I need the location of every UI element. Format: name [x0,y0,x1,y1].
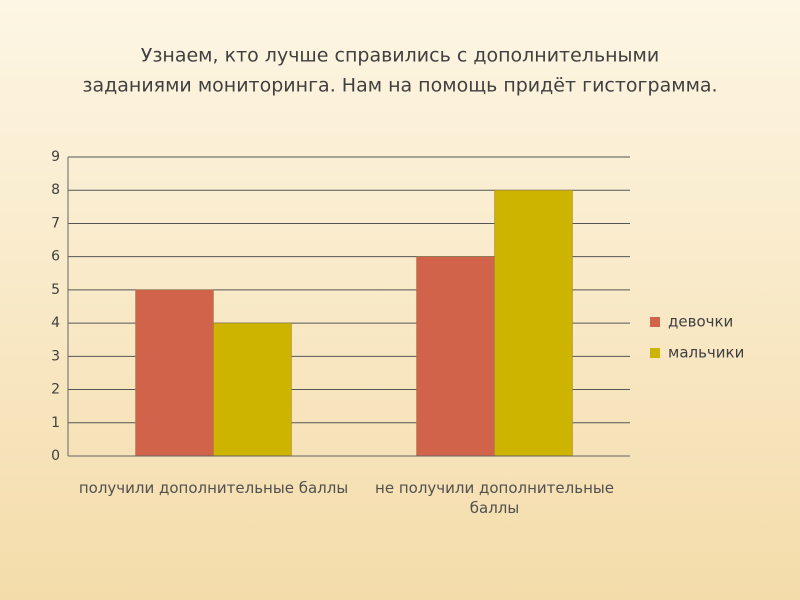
y-tick-label: 4 [51,315,60,331]
y-tick-label: 5 [51,282,60,298]
x-tick-label: не получили дополнительные баллы [375,479,614,517]
bar [135,289,214,457]
y-tick-label: 6 [51,249,60,265]
legend-swatch [650,317,660,327]
y-tick-label: 7 [51,215,60,231]
y-tick-label: 8 [51,182,60,198]
bar [494,189,573,457]
bar [416,256,495,457]
chart-title: Узнаем, кто лучше справились с дополните… [141,45,660,67]
legend-label: мальчики [668,344,744,362]
legend-label: девочки [668,313,733,331]
y-tick-label: 9 [51,149,60,165]
y-tick-label: 2 [51,382,60,398]
bar [213,322,292,457]
y-tick-label: 1 [51,415,60,431]
y-tick-label: 3 [51,348,60,364]
x-tick-label: получили дополнительные баллы [78,479,349,497]
chart-title: заданиями мониторинга. Нам на помощь при… [82,75,717,97]
legend-swatch [650,348,660,358]
y-tick-label: 0 [51,448,60,464]
